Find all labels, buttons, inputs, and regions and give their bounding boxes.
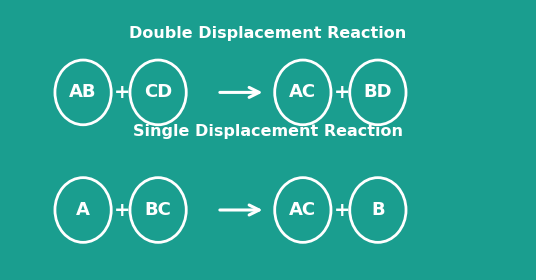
- Text: CD: CD: [144, 83, 172, 101]
- Text: AC: AC: [289, 83, 316, 101]
- Text: BC: BC: [145, 201, 172, 219]
- Text: AB: AB: [69, 83, 97, 101]
- Text: A: A: [76, 201, 90, 219]
- Text: +: +: [114, 83, 130, 102]
- Text: +: +: [334, 83, 350, 102]
- Text: +: +: [114, 200, 130, 220]
- Text: AC: AC: [289, 201, 316, 219]
- Text: BD: BD: [363, 83, 392, 101]
- Text: +: +: [334, 200, 350, 220]
- Text: Single Displacement Reaction: Single Displacement Reaction: [133, 124, 403, 139]
- Text: Double Displacement Reaction: Double Displacement Reaction: [129, 26, 407, 41]
- Text: B: B: [371, 201, 385, 219]
